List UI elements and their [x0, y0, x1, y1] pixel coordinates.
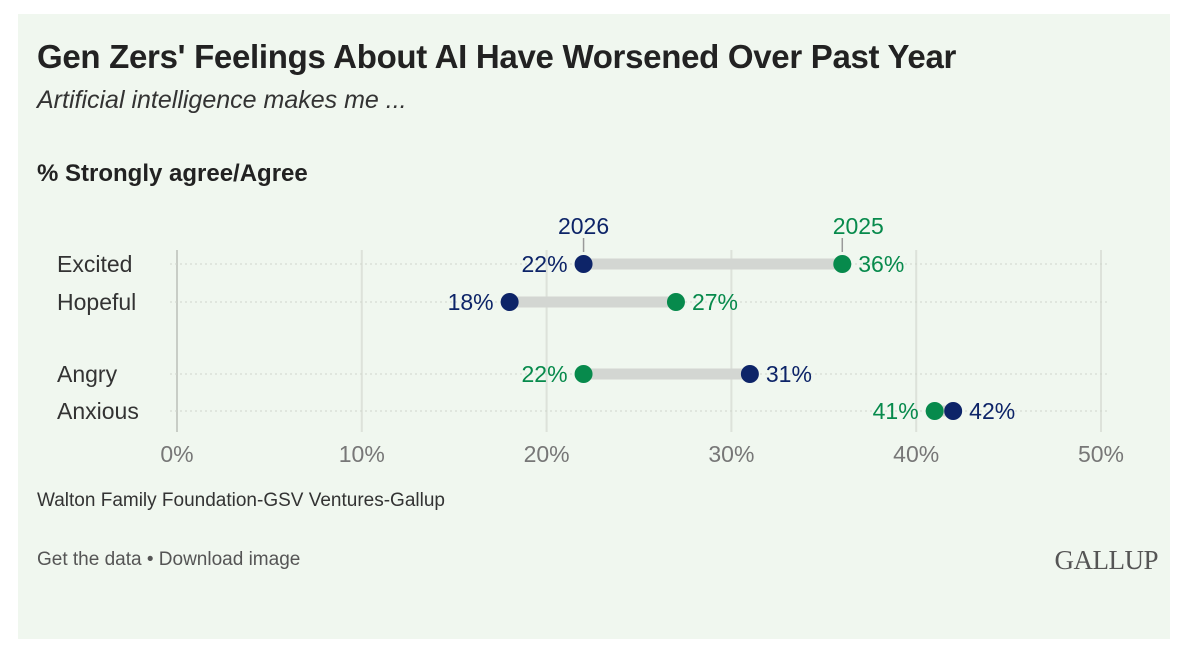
data-label-2026: 18% [448, 289, 494, 315]
category-label: Anxious [57, 398, 139, 424]
chart-subtitle: Artificial intelligence makes me ... [37, 86, 407, 114]
get-data-link[interactable]: Get the data [37, 549, 142, 570]
point-2025 [833, 255, 852, 273]
chart-card [18, 14, 1170, 639]
chart-title: Gen Zers' Feelings About AI Have Worsene… [37, 38, 957, 75]
category-label: Excited [57, 251, 132, 277]
separator: • [141, 549, 159, 570]
x-tick-label: 30% [708, 441, 754, 467]
point-2025 [574, 365, 593, 383]
download-image-link[interactable]: Download image [158, 549, 301, 570]
footer-links: Get the data • Download image [37, 549, 300, 571]
data-label-2026: 22% [522, 251, 568, 277]
data-label-2025: 22% [522, 361, 568, 387]
legend-label-2026: 2026 [558, 213, 609, 239]
data-label-2025: 36% [858, 251, 904, 277]
data-label-2025: 27% [692, 289, 738, 315]
x-tick-label: 0% [160, 441, 193, 467]
category-label: Hopeful [57, 289, 136, 315]
category-label: Angry [57, 361, 118, 387]
point-2026 [944, 402, 963, 420]
point-2025 [925, 402, 944, 420]
gallup-logo: GALLUP [1054, 545, 1159, 575]
data-label-2025: 41% [873, 398, 919, 424]
source-text: Walton Family Foundation-GSV Ventures-Ga… [37, 490, 445, 511]
data-label-2026: 42% [969, 398, 1015, 424]
point-2026 [574, 255, 593, 273]
x-tick-label: 50% [1078, 441, 1124, 467]
x-tick-label: 20% [524, 441, 570, 467]
point-2026 [500, 293, 519, 311]
point-2026 [740, 365, 759, 383]
data-label-2026: 31% [766, 361, 812, 387]
x-tick-label: 40% [893, 441, 939, 467]
legend-label-2025: 2025 [833, 213, 884, 239]
point-2025 [666, 293, 685, 311]
measure-label: % Strongly agree/Agree [37, 160, 308, 187]
x-tick-label: 10% [339, 441, 385, 467]
